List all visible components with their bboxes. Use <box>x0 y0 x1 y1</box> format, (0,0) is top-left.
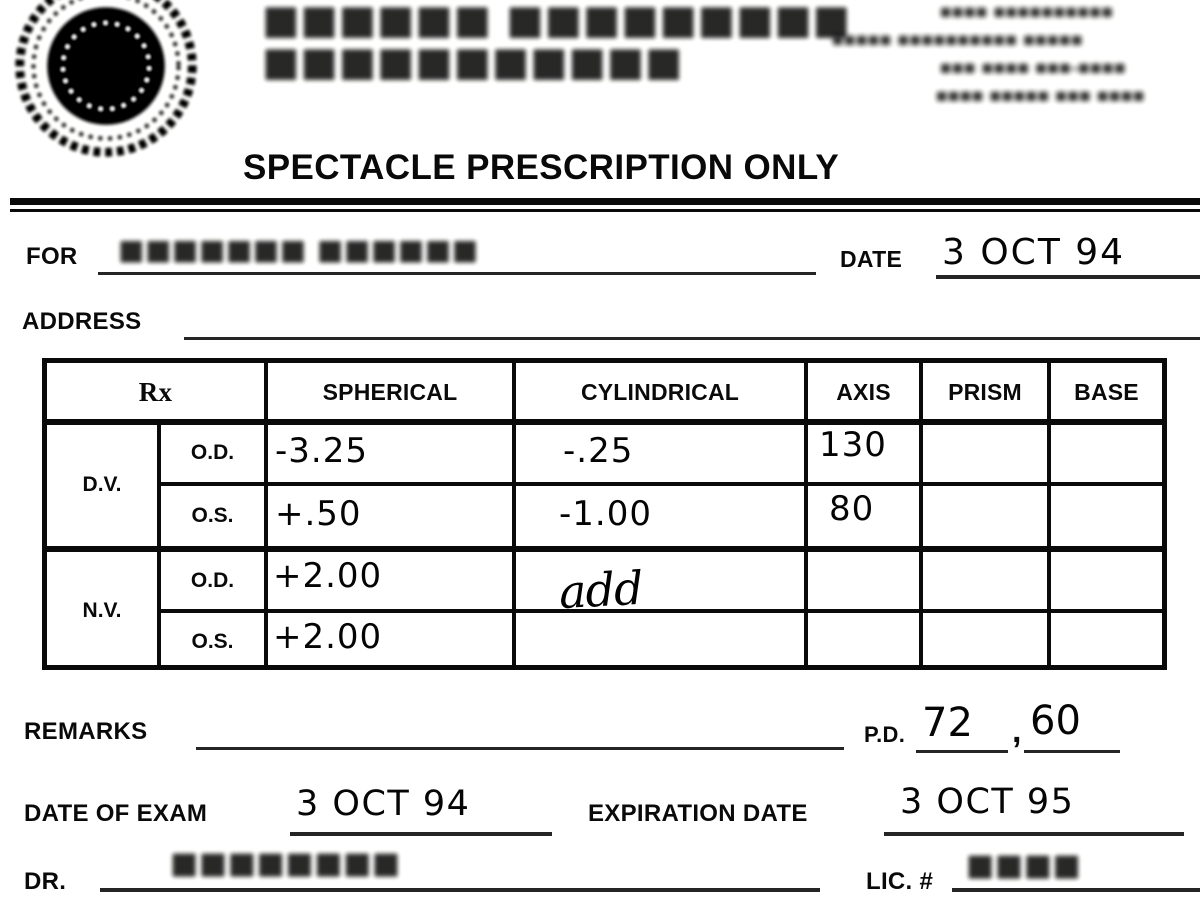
page-title: SPECTACLE PRESCRIPTION ONLY <box>243 148 840 187</box>
clinic-address-line-2: ■■■■■ ■■■■■■■■■■ ■■■■■ <box>832 30 1084 51</box>
rx-value-dv-os-axis: 80 <box>829 489 875 529</box>
rx-value-nv-od-spherical: +2.00 <box>273 556 383 596</box>
rx-eye-label-dv-od: O.D. <box>190 440 235 464</box>
title-divider-thick <box>10 198 1200 205</box>
doctor-label: DR. <box>24 868 67 895</box>
license-field-rule <box>952 888 1200 892</box>
rx-col-divider-spherical <box>264 363 268 665</box>
rx-header-prism: PRISM <box>948 378 1022 405</box>
rx-col-divider-cylindrical <box>512 363 516 665</box>
doctor-field-rule <box>100 888 820 892</box>
pd-left-rule <box>1024 750 1120 753</box>
rx-value-dv-od-cylindrical: -.25 <box>563 431 634 471</box>
rx-col-divider-axis <box>804 363 808 665</box>
rx-table: Rx SPHERICAL CYLINDRICAL AXIS PRISM BASE… <box>42 358 1167 670</box>
address-field-rule <box>184 337 1200 340</box>
rx-group-label-dv: D.V. <box>82 472 122 496</box>
circular-seal-logo-icon <box>15 0 197 157</box>
rx-eye-label-nv-od: O.D. <box>190 568 235 592</box>
rx-value-dv-od-axis: 130 <box>819 425 887 465</box>
pd-separator: , <box>1012 712 1022 750</box>
rx-header-spherical: SPHERICAL <box>322 378 458 405</box>
rx-row-divider-dv <box>157 482 1162 486</box>
letterhead-line-1: ■■■■■■ ■■■■■■■■■ <box>262 0 851 43</box>
letterhead-line-2: ■■■■■■■■■■■ <box>262 38 684 85</box>
for-label: FOR <box>26 243 78 270</box>
pd-right-value: 72 <box>922 700 973 746</box>
date-field-rule <box>936 275 1200 279</box>
clinic-address-line-3: ■■■ ■■■■ ■■■-■■■■ <box>940 58 1127 79</box>
rx-col-divider-base <box>1047 363 1051 665</box>
rx-row-divider-nv <box>157 609 1162 613</box>
rx-eye-label-nv-os: O.S. <box>191 629 234 653</box>
rx-value-dv-od-spherical: -3.25 <box>275 431 368 471</box>
clinic-address-line-1: ■■■■ ■■■■■■■■■■ <box>940 2 1114 23</box>
clinic-address-line-4: ■■■■ ■■■■■ ■■■ ■■■■ <box>936 86 1145 107</box>
rx-header-rx: Rx <box>138 376 173 407</box>
doctor-signature-value: ■■■■■■■■ <box>170 846 401 881</box>
rx-col-divider-eye <box>157 419 161 665</box>
rx-group-label-nv: N.V. <box>82 599 122 622</box>
rx-eye-label-dv-os: O.S. <box>191 504 234 527</box>
expiration-date-value: 3 OCT 95 <box>900 782 1075 822</box>
pd-right-rule <box>916 750 1008 753</box>
rx-header-base: BASE <box>1074 378 1139 405</box>
exam-date-rule <box>290 832 552 836</box>
exam-date-label: DATE OF EXAM <box>24 800 208 827</box>
rx-value-nv-os-spherical: +2.00 <box>273 617 383 657</box>
pd-label: P.D. <box>864 722 906 747</box>
license-label: LIC. # <box>866 868 934 895</box>
patient-name-value: ■■■■■■■ ■■■■■■ <box>118 233 479 266</box>
title-divider-thin <box>10 209 1200 212</box>
rx-header-divider <box>47 419 1162 425</box>
expiration-date-rule <box>884 832 1184 836</box>
pd-left-value: 60 <box>1030 698 1081 744</box>
date-value: 3 OCT 94 <box>942 232 1126 273</box>
license-number-value: ■■■■ <box>966 848 1082 883</box>
rx-add-annotation: add <box>557 560 644 620</box>
rx-header-cylindrical: CYLINDRICAL <box>580 378 740 405</box>
rx-col-divider-prism <box>919 363 923 665</box>
address-label: ADDRESS <box>22 308 142 335</box>
rx-group-divider <box>47 546 1162 552</box>
rx-value-dv-os-spherical: +.50 <box>275 494 362 534</box>
rx-value-dv-os-cylindrical: -1.00 <box>559 494 652 534</box>
remarks-label: REMARKS <box>24 718 148 745</box>
remarks-field-rule <box>196 747 844 750</box>
for-field-rule <box>98 272 816 275</box>
rx-header-axis: AXIS <box>836 378 891 405</box>
exam-date-value: 3 OCT 94 <box>296 784 471 824</box>
date-label: DATE <box>840 246 903 272</box>
expiration-date-label: EXPIRATION DATE <box>588 800 808 827</box>
